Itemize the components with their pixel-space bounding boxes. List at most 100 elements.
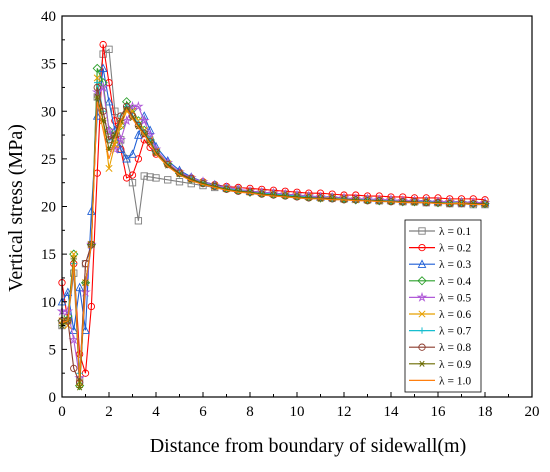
data-point: [87, 302, 96, 311]
data-point: [70, 364, 78, 373]
y-tick-label: 30: [41, 104, 56, 120]
data-point: [246, 189, 254, 196]
x-tick-label: 12: [337, 404, 352, 420]
data-point: [92, 63, 102, 74]
data-point: [122, 154, 131, 163]
data-point: [410, 198, 419, 206]
legend-swatch-marker: [417, 276, 427, 286]
data-point: [76, 384, 83, 391]
legend-item: λ = 0.6: [409, 309, 471, 321]
data-point: [117, 112, 125, 120]
plot-area: [56, 40, 491, 391]
legend-swatch-marker: [418, 243, 426, 252]
y-tick-label: 10: [41, 295, 56, 311]
data-point: [175, 178, 184, 186]
data-point: [258, 191, 265, 198]
legend-swatch-marker: [418, 310, 426, 318]
legend-item: λ = 0.1: [409, 226, 471, 238]
legend-label: λ = 0.1: [439, 226, 471, 238]
data-point: [105, 136, 113, 144]
x-tick-label: 0: [58, 404, 66, 420]
data-point: [140, 172, 148, 180]
data-point: [99, 40, 107, 49]
legend-item: λ = 0.3: [409, 259, 471, 271]
data-point: [93, 83, 101, 92]
data-point: [94, 79, 101, 86]
data-point: [103, 124, 115, 135]
data-point: [128, 171, 137, 179]
axes: 0 2 4 6 8 10 12 14 16 18 20 0 5 10 15 20 25 30 35 40: [41, 9, 540, 420]
data-point: [98, 78, 108, 88]
legend-label: λ = 0.3: [439, 259, 471, 271]
data-point: [152, 148, 160, 156]
x-tick-label: 6: [199, 404, 207, 420]
data-point: [134, 130, 143, 139]
x-tick-label: 2: [105, 404, 113, 420]
legend-item: λ = 0.5: [409, 291, 471, 304]
x-axis-title: Distance from boundary of sidewall(m): [150, 435, 467, 457]
x-tick-label: 10: [290, 404, 305, 420]
series-10: [61, 101, 485, 378]
legend-label: λ = 0.7: [439, 326, 471, 338]
series-9: [58, 93, 489, 391]
data-point: [122, 174, 131, 182]
data-point: [146, 173, 154, 181]
data-point: [164, 160, 172, 169]
legend-label: λ = 0.4: [439, 276, 471, 288]
data-point: [282, 192, 289, 200]
data-point: [270, 192, 277, 199]
y-tick-label: 20: [41, 200, 56, 216]
y-tick-label: 0: [49, 390, 57, 406]
data-point: [140, 129, 148, 137]
legend: λ = 0.1 λ = 0.2 λ = 0.3 λ = 0.4 λ = 0.5 λ = 0…: [404, 219, 482, 393]
data-point: [128, 179, 137, 187]
y-tick-label: 15: [41, 247, 56, 263]
data-point: [134, 155, 143, 163]
data-point: [481, 199, 489, 208]
legend-swatch-marker: [418, 360, 426, 367]
data-point: [70, 255, 77, 262]
data-point: [399, 198, 406, 205]
data-point: [152, 174, 160, 182]
data-point: [128, 149, 137, 158]
legend-item: λ = 0.8: [409, 342, 471, 354]
data-point: [164, 176, 172, 184]
data-point: [329, 195, 336, 202]
data-point: [146, 138, 154, 146]
data-point: [115, 134, 127, 145]
data-point: [116, 144, 126, 154]
data-point: [94, 93, 101, 101]
x-tick-label: 18: [478, 404, 493, 420]
data-point: [68, 334, 80, 345]
x-tick-label: 4: [152, 404, 160, 420]
legend-item: λ = 0.2: [409, 243, 471, 255]
data-point: [134, 217, 143, 225]
data-point: [138, 115, 150, 126]
legend-item: λ = 0.4: [409, 276, 471, 288]
data-point: [121, 115, 132, 126]
series-line: [61, 101, 485, 378]
y-tick-label: 40: [41, 9, 56, 25]
data-point: [99, 107, 107, 115]
data-point: [93, 74, 101, 82]
data-point: [133, 100, 144, 111]
legend-item: λ = 1.0: [409, 375, 471, 387]
legend-item: λ = 0.9: [409, 359, 471, 371]
legend-label: λ = 0.9: [439, 359, 471, 371]
legend-label: λ = 0.6: [439, 309, 471, 321]
data-point: [235, 188, 242, 195]
legend-swatch-marker: [418, 327, 426, 334]
legend-swatch-marker: [418, 227, 426, 235]
legend-label: λ = 0.8: [439, 342, 471, 354]
y-tick-label: 35: [41, 57, 56, 73]
data-point: [105, 164, 113, 172]
legend-label: λ = 0.2: [439, 243, 471, 255]
data-point: [75, 282, 84, 292]
legend-label: λ = 1.0: [439, 375, 471, 387]
data-point: [134, 121, 143, 130]
x-tick-label: 14: [384, 404, 400, 420]
y-tick-label: 5: [49, 342, 57, 358]
data-point: [305, 194, 312, 201]
